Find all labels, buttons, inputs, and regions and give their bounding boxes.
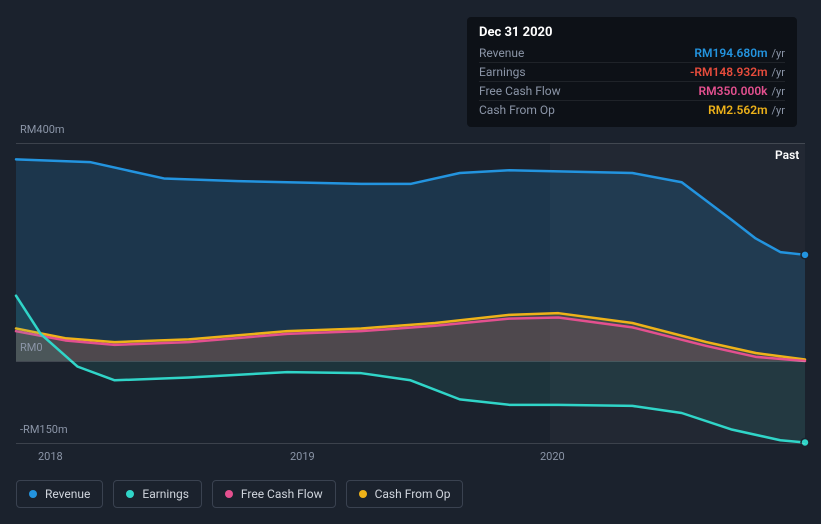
legend-item-revenue[interactable]: Revenue bbox=[16, 480, 103, 508]
gridline bbox=[16, 443, 805, 444]
series-endpoint-dot bbox=[801, 251, 809, 259]
gridline bbox=[16, 361, 805, 362]
x-axis-label: 2020 bbox=[540, 450, 565, 463]
legend-item-cash-from-op[interactable]: Cash From Op bbox=[346, 480, 464, 508]
legend-dot-icon bbox=[29, 490, 37, 498]
legend-label: Cash From Op bbox=[375, 487, 451, 501]
x-axis-label: 2018 bbox=[38, 450, 63, 463]
y-axis-label: RM400m bbox=[20, 123, 65, 136]
chart-legend: Revenue Earnings Free Cash Flow Cash From O… bbox=[16, 480, 463, 508]
legend-label: Revenue bbox=[45, 487, 90, 501]
legend-item-free-cash-flow[interactable]: Free Cash Flow bbox=[212, 480, 336, 508]
x-axis-label: 2019 bbox=[290, 450, 315, 463]
legend-item-earnings[interactable]: Earnings bbox=[113, 480, 202, 508]
y-axis-label: RM0 bbox=[20, 341, 43, 354]
financial-chart bbox=[0, 0, 821, 524]
legend-label: Earnings bbox=[142, 487, 189, 501]
legend-label: Free Cash Flow bbox=[241, 487, 323, 501]
past-label: Past bbox=[775, 148, 799, 162]
y-axis-label: -RM150m bbox=[20, 423, 68, 436]
legend-dot-icon bbox=[225, 490, 233, 498]
gridline bbox=[16, 143, 805, 144]
legend-dot-icon bbox=[359, 490, 367, 498]
legend-dot-icon bbox=[126, 490, 134, 498]
